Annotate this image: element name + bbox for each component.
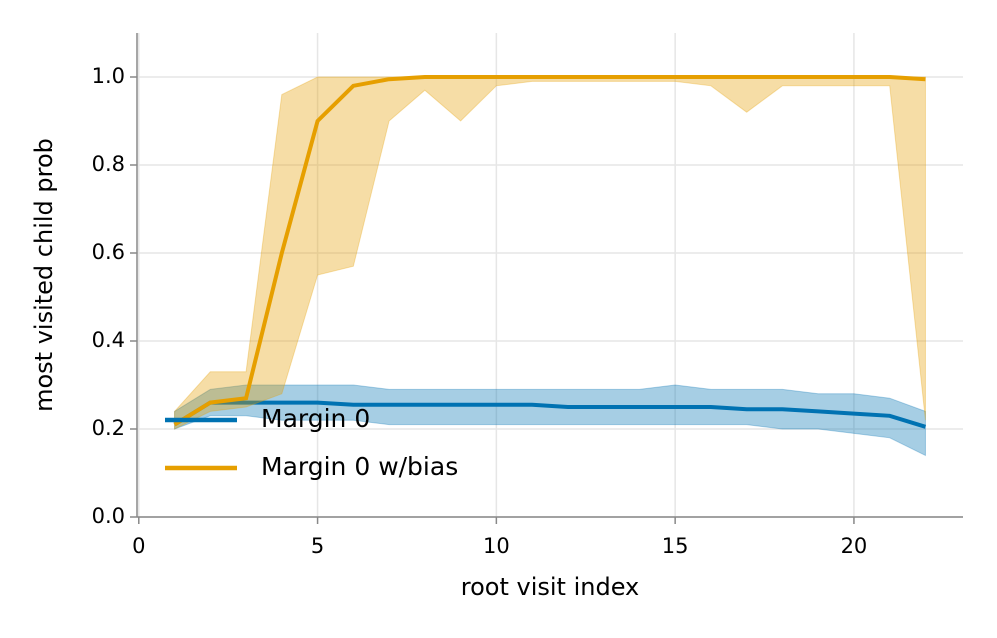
x-tick-label: 5 — [311, 534, 324, 558]
x-tick-label: 15 — [662, 534, 689, 558]
spread-band — [174, 384, 926, 457]
x-axis-label: root visit index — [461, 573, 640, 601]
series-line — [173, 400, 927, 429]
legend-label: Margin 0 — [261, 404, 370, 433]
y-tick-label: 0.8 — [92, 152, 125, 176]
x-tick-label: 0 — [132, 534, 145, 558]
y-tick-label: 0.0 — [92, 504, 125, 528]
x-tick-label: 20 — [841, 534, 868, 558]
y-tick-label: 0.4 — [92, 328, 125, 352]
y-tick-label: 1.0 — [92, 64, 125, 88]
x-tick-label: 10 — [483, 534, 510, 558]
y-tick-label: 0.2 — [92, 416, 125, 440]
series-line — [173, 75, 926, 427]
legend-label: Margin 0 w/bias — [261, 452, 458, 481]
y-axis-label: most visited child prob — [30, 138, 58, 412]
y-tick-label: 0.6 — [92, 240, 125, 264]
